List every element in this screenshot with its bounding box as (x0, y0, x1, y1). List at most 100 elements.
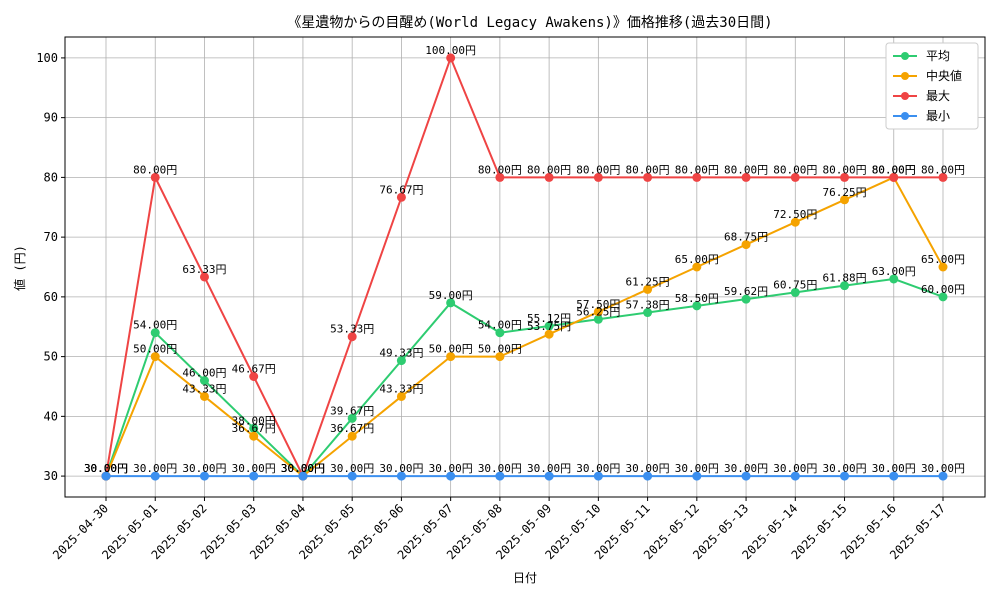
data-label: 30.00円 (478, 462, 522, 475)
y-axis: 30 40 50 60 70 80 90 100 (36, 51, 65, 483)
data-label: 30.00円 (281, 462, 325, 475)
data-label: 57.50円 (576, 298, 620, 311)
legend-label: 平均 (926, 49, 950, 63)
series-layer (101, 53, 948, 481)
data-label: 58.50円 (675, 292, 719, 305)
data-label: 80.00円 (921, 163, 965, 176)
data-labels: 30.00円 54.00円 46.00円 38.00円 30.00円 39.67円 49.3… (84, 44, 965, 475)
data-label: 43.33円 (379, 382, 423, 395)
data-point (347, 431, 357, 441)
data-label: 60.00円 (921, 283, 965, 296)
data-point (544, 172, 554, 182)
data-point (840, 172, 850, 182)
data-point (840, 281, 850, 291)
data-label: 76.25円 (822, 186, 866, 199)
y-tick-label: 80 (44, 170, 58, 184)
data-label: 80.00円 (822, 163, 866, 176)
y-tick-label: 50 (44, 350, 58, 364)
data-point (938, 471, 948, 481)
data-point (741, 172, 751, 182)
data-label: 30.00円 (84, 462, 128, 475)
data-point (790, 471, 800, 481)
data-point (249, 423, 259, 433)
data-point (347, 471, 357, 481)
data-label: 65.00円 (675, 253, 719, 266)
data-label: 80.00円 (133, 163, 177, 176)
data-point (741, 471, 751, 481)
data-label: 30.00円 (921, 462, 965, 475)
x-axis-label: 日付 (513, 571, 537, 585)
data-point (544, 329, 554, 339)
data-point (692, 301, 702, 311)
data-point (643, 172, 653, 182)
data-point (446, 298, 456, 308)
data-point (643, 308, 653, 318)
data-label: 36.67円 (232, 422, 276, 435)
legend-label: 中央値 (926, 68, 962, 83)
legend-marker (901, 92, 909, 100)
data-label: 80.00円 (872, 163, 916, 176)
data-point (790, 287, 800, 297)
data-label: 30.00円 (281, 462, 325, 475)
data-point (741, 240, 751, 250)
data-label: 80.00円 (773, 163, 817, 176)
data-label: 30.00円 (773, 462, 817, 475)
data-point (593, 307, 603, 317)
data-point (544, 471, 554, 481)
data-label: 80.00円 (478, 163, 522, 176)
data-label: 76.67円 (379, 183, 423, 196)
data-label: 54.00円 (478, 319, 522, 332)
data-label: 46.67円 (232, 363, 276, 376)
data-label: 80.00円 (576, 163, 620, 176)
plot-frame (64, 36, 986, 498)
data-label: 65.00円 (921, 253, 965, 266)
data-point (889, 274, 899, 284)
chart-title: 《星遺物からの目醒め(World Legacy Awakens)》価格推移(過去… (287, 15, 772, 31)
data-point (593, 314, 603, 324)
legend-marker (901, 112, 909, 120)
data-label: 30.00円 (822, 462, 866, 475)
grid (65, 37, 985, 497)
data-point (396, 391, 406, 401)
data-label: 30.00円 (84, 462, 128, 475)
series-line-最大 (105, 55, 943, 479)
data-point (150, 328, 160, 338)
data-point (643, 284, 653, 294)
data-point (790, 217, 800, 227)
data-point (396, 471, 406, 481)
legend-label: 最大 (926, 89, 950, 103)
y-tick-label: 70 (44, 230, 58, 244)
series-line-中央値 (105, 176, 944, 478)
data-label: 55.12円 (527, 312, 571, 325)
legend-marker (901, 52, 909, 60)
data-label: 80.00円 (872, 163, 916, 176)
data-point (938, 172, 948, 182)
data-label: 38.00円 (232, 414, 276, 427)
data-point (840, 195, 850, 205)
data-label: 57.38円 (626, 299, 670, 312)
data-point (593, 471, 603, 481)
data-label: 49.33円 (379, 347, 423, 360)
data-point (396, 192, 406, 202)
data-label: 50.00円 (133, 343, 177, 356)
data-label: 30.00円 (133, 462, 177, 475)
data-point (298, 471, 308, 481)
data-point (150, 172, 160, 182)
data-label: 30.00円 (576, 462, 620, 475)
data-point (446, 53, 456, 63)
data-label: 61.25円 (626, 275, 670, 288)
data-label: 43.33円 (182, 382, 226, 395)
data-point (446, 471, 456, 481)
data-label: 46.00円 (182, 367, 226, 380)
data-label: 30.00円 (724, 462, 768, 475)
data-label: 80.00円 (675, 163, 719, 176)
data-point (249, 471, 259, 481)
data-point (790, 172, 800, 182)
y-tick-label: 100 (36, 51, 58, 65)
data-point (249, 372, 259, 382)
data-label: 30.00円 (675, 462, 719, 475)
data-label: 59.00円 (429, 289, 473, 302)
data-point (446, 352, 456, 362)
data-label: 68.75円 (724, 231, 768, 244)
